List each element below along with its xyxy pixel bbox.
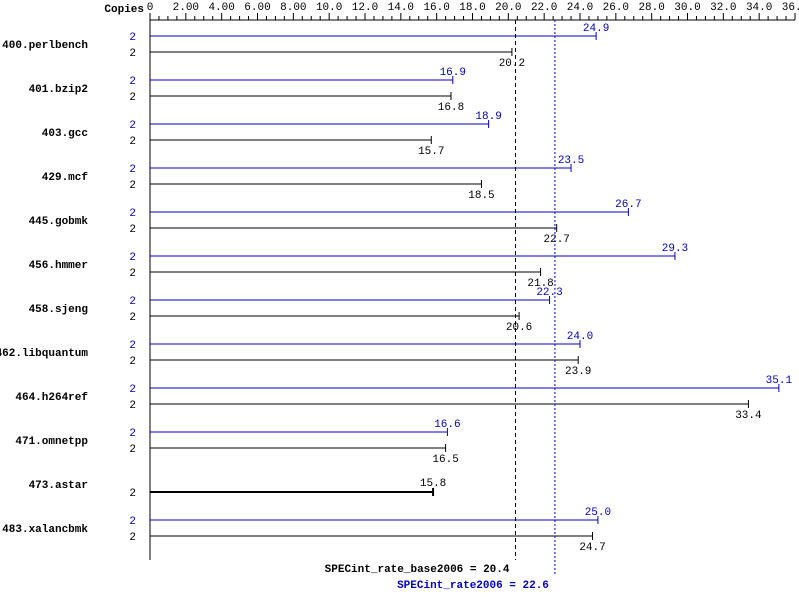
tick-label: 28.0 <box>638 2 664 14</box>
tick-label: 34.0 <box>746 2 772 14</box>
peak-value-label: 25.0 <box>585 507 611 519</box>
copies-base: 2 <box>129 224 136 236</box>
peak-summary-label: SPECint_rate2006 = 22.6 <box>397 580 549 592</box>
tick-label: 36.0 <box>782 2 799 14</box>
peak-value-label: 18.9 <box>475 111 501 123</box>
peak-value-label: 23.5 <box>558 155 584 167</box>
copies-base: 2 <box>129 532 136 544</box>
base-value-label: 18.5 <box>468 190 494 202</box>
benchmark-name: 471.omnetpp <box>15 436 88 448</box>
peak-value-label: 35.1 <box>766 375 793 387</box>
tick-label: 20.0 <box>495 2 521 14</box>
copies-peak: 2 <box>129 516 136 528</box>
tick-label: 14.0 <box>388 2 414 14</box>
base-value-label: 20.2 <box>499 58 525 70</box>
copies-base: 2 <box>129 400 136 412</box>
tick-label: 16.0 <box>423 2 449 14</box>
tick-label: 18.0 <box>459 2 485 14</box>
benchmark-name: 462.libquantum <box>0 348 88 360</box>
copies-peak: 2 <box>129 340 136 352</box>
peak-value-label: 16.6 <box>434 419 460 431</box>
copies-base: 2 <box>129 92 136 104</box>
spec-bar-chart: 0 2.00 4.00 6.00 8.00 10.0 12.0 14.0 16.0 18.0 20.… <box>0 0 799 606</box>
peak-value-label: 29.3 <box>662 243 688 255</box>
copies-peak: 2 <box>129 252 136 264</box>
tick-label: 4.00 <box>208 2 234 14</box>
base-value-label: 24.7 <box>579 542 605 554</box>
copies-base: 2 <box>129 312 136 324</box>
base-value-label: 15.7 <box>418 146 444 158</box>
tick-label: 12.0 <box>352 2 378 14</box>
copies-peak: 2 <box>129 76 136 88</box>
benchmark-name: 400.perlbench <box>2 40 88 52</box>
peak-value-label: 16.9 <box>440 67 466 79</box>
benchmark-name: 473.astar <box>29 480 88 492</box>
base-value-label: 22.7 <box>544 234 570 246</box>
base-value-label: 20.6 <box>506 322 532 334</box>
base-value-label: 33.4 <box>735 410 762 422</box>
copies-peak: 2 <box>129 32 136 44</box>
base-value-label: 23.9 <box>565 366 591 378</box>
benchmark-name: 445.gobmk <box>29 216 89 228</box>
tick-label: 30.0 <box>674 2 700 14</box>
benchmark-name: 456.hmmer <box>29 260 88 272</box>
copies-peak: 2 <box>129 120 136 132</box>
copies-base: 2 <box>129 444 136 456</box>
peak-value-label: 24.9 <box>583 23 609 35</box>
base-value-label: 15.8 <box>420 478 446 490</box>
tick-label: 8.00 <box>280 2 306 14</box>
benchmark-name: 429.mcf <box>42 172 89 184</box>
tick-label: 22.0 <box>531 2 557 14</box>
copies-peak: 2 <box>129 164 136 176</box>
tick-label: 6.00 <box>244 2 270 14</box>
benchmark-name: 458.sjeng <box>29 304 88 316</box>
peak-value-label: 22.3 <box>536 287 562 299</box>
tick-label: 32.0 <box>710 2 736 14</box>
base-value-label: 16.5 <box>432 454 458 466</box>
peak-value-label: 26.7 <box>615 199 641 211</box>
copies-base: 2 <box>129 268 136 280</box>
copies-header: Copies <box>104 4 144 16</box>
copies-peak: 2 <box>129 384 136 396</box>
base-value-label: 16.8 <box>438 102 464 114</box>
copies-peak: 2 <box>129 428 136 440</box>
tick-label: 0 <box>147 2 154 14</box>
tick-label: 26.0 <box>603 2 629 14</box>
tick-label: 24.0 <box>567 2 593 14</box>
copies-base: 2 <box>129 136 136 148</box>
copies-base: 2 <box>129 180 136 192</box>
tick-label: 2.00 <box>173 2 199 14</box>
benchmark-name: 483.xalancbmk <box>2 524 88 536</box>
copies-peak: 2 <box>129 296 136 308</box>
copies-base: 2 <box>129 488 136 500</box>
tick-label: 10.0 <box>316 2 342 14</box>
copies-peak: 2 <box>129 208 136 220</box>
benchmark-name: 403.gcc <box>42 128 88 140</box>
base-summary-label: SPECint_rate_base2006 = 20.4 <box>325 564 510 576</box>
benchmark-name: 401.bzip2 <box>29 84 88 96</box>
peak-value-label: 24.0 <box>567 331 593 343</box>
copies-base: 2 <box>129 48 136 60</box>
copies-base: 2 <box>129 356 136 368</box>
benchmark-name: 464.h264ref <box>15 392 88 404</box>
